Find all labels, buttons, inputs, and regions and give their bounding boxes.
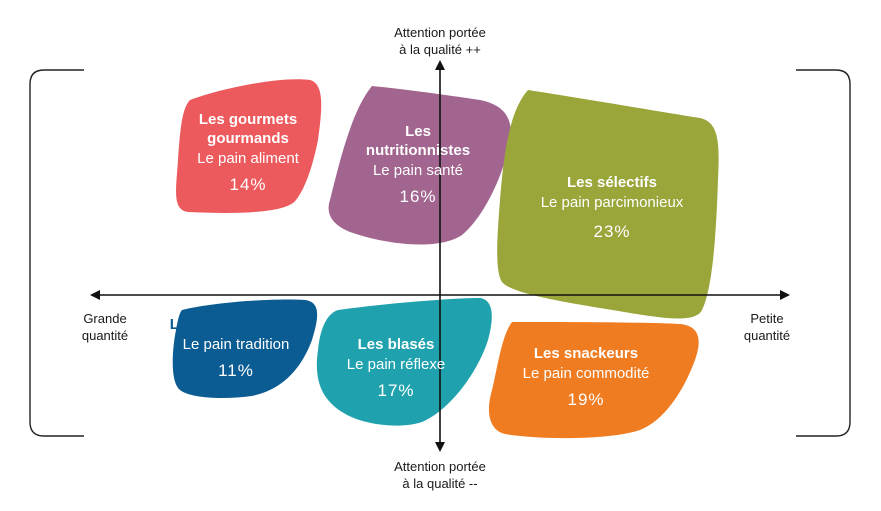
segment-percent: 17%	[377, 381, 415, 400]
left-bracket	[29, 69, 84, 437]
segment-selectifs: Les sélectifs Le pain parcimonieux 23%	[512, 173, 712, 245]
blob-blases	[316, 298, 492, 426]
segment-conservateurs: Les conservateurs Le pain tradition 11%	[156, 315, 316, 384]
segment-subtitle: Le pain commodité	[522, 365, 650, 382]
segment-name: Les snackeurs	[533, 345, 639, 362]
segment-name: Les gourmets	[198, 111, 298, 128]
segment-subtitle: Le pain réflexe	[346, 356, 446, 373]
segment-name: Les conservateurs	[169, 316, 303, 333]
segment-subtitle: Le pain santé	[372, 162, 464, 179]
segment-percent: 14%	[229, 175, 267, 194]
blob-selectifs	[497, 90, 719, 319]
blob-snackeurs	[488, 322, 699, 439]
segment-name: Les sélectifs	[566, 174, 658, 191]
segment-percent: 23%	[593, 222, 631, 241]
segment-name: gourmands	[207, 130, 289, 147]
segment-name: Les	[405, 123, 431, 140]
segment-subtitle: Le pain parcimonieux	[540, 194, 684, 211]
segment-name: Les blasés	[357, 336, 435, 353]
axis-label-left: Grande quantité	[81, 311, 129, 343]
blob-nutritionnistes	[328, 86, 511, 245]
segment-nutritionnistes: Les nutritionnistes Le pain santé 16%	[338, 122, 498, 210]
axis-label-top: Attention portée à la qualité ++	[394, 25, 486, 57]
segment-subtitle: Le pain aliment	[197, 150, 299, 167]
axis-label-bottom: Attention portée à la qualité --	[394, 459, 486, 491]
segment-percent: 11%	[218, 361, 254, 380]
blob-gourmets	[176, 79, 322, 213]
segment-name: nutritionnistes	[365, 142, 471, 159]
axis-label-right: Petite quantité	[743, 311, 791, 343]
segment-snackeurs: Les snackeurs Le pain commodité 19%	[496, 344, 676, 413]
segment-percent: 16%	[399, 187, 437, 206]
segment-percent: 19%	[567, 390, 605, 409]
blob-conservateurs	[172, 299, 318, 398]
segment-gourmets: Les gourmets gourmands Le pain aliment 1…	[178, 110, 318, 198]
right-bracket	[796, 69, 851, 437]
segment-subtitle: Le pain tradition	[182, 336, 290, 353]
segment-blases: Les blasés Le pain réflexe 17%	[316, 335, 476, 404]
